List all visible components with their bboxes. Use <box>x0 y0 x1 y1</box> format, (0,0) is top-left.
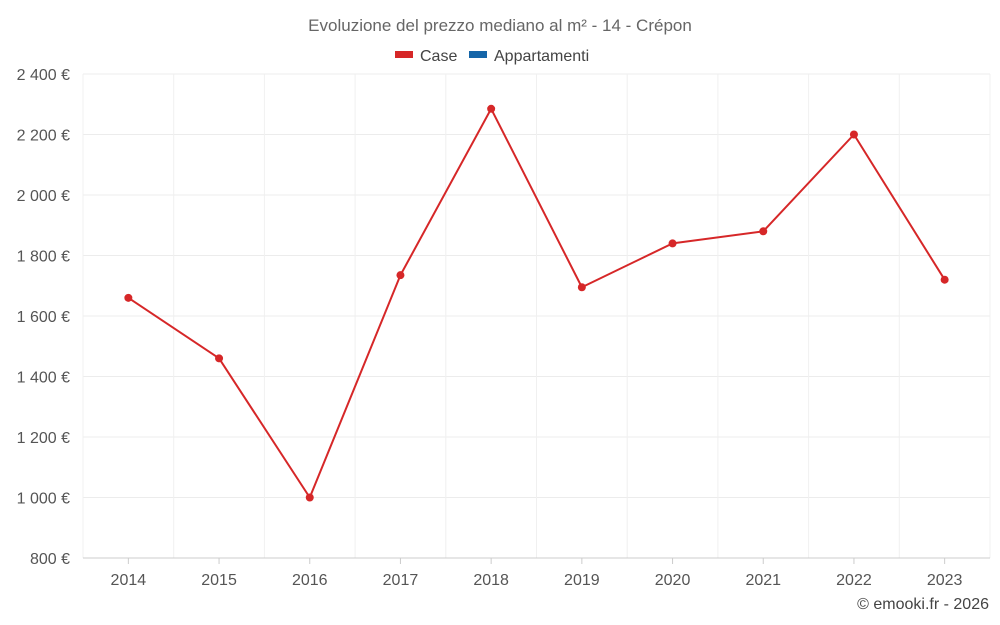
legend-item-appartamenti[interactable]: Appartamenti <box>469 48 589 65</box>
x-tick-label: 2015 <box>201 572 237 589</box>
legend-label-appartamenti: Appartamenti <box>494 48 589 65</box>
legend-swatch-appartamenti <box>469 51 487 58</box>
legend-item-case[interactable]: Case <box>395 48 457 65</box>
grid <box>82 73 991 559</box>
legend-swatch-case <box>395 51 413 58</box>
data-point-case[interactable] <box>124 293 133 302</box>
x-tick-label: 2022 <box>836 572 872 589</box>
x-tick-label: 2023 <box>927 572 963 589</box>
credit-text: © emooki.fr - 2026 <box>857 596 989 613</box>
data-point-case[interactable] <box>668 239 677 248</box>
legend-label-case: Case <box>420 48 457 65</box>
y-tick-label: 1 800 € <box>17 249 70 266</box>
y-tick-label: 1 600 € <box>17 309 70 326</box>
series-case <box>124 104 949 502</box>
x-tick-label: 2018 <box>473 572 509 589</box>
data-point-case[interactable] <box>849 130 858 139</box>
y-tick-label: 1 000 € <box>17 491 70 508</box>
series-line-case <box>127 107 946 499</box>
legend: Case Appartamenti <box>395 48 589 65</box>
y-tick-label: 2 000 € <box>17 188 70 205</box>
data-point-case[interactable] <box>940 275 949 284</box>
x-tick-label: 2016 <box>292 572 328 589</box>
data-point-case[interactable] <box>487 104 496 113</box>
x-tick-label: 2019 <box>564 572 600 589</box>
axes: 800 € 1 000 € 1 200 € 1 400 € 1 600 € 1 800 €… <box>17 67 990 589</box>
x-tick-label: 2017 <box>383 572 419 589</box>
data-point-case[interactable] <box>759 227 768 236</box>
y-tick-label: 1 200 € <box>17 430 70 447</box>
x-tick-label: 2021 <box>745 572 781 589</box>
y-tick-label: 1 400 € <box>17 370 70 387</box>
y-tick-label: 800 € <box>30 551 70 568</box>
x-tick-label: 2020 <box>655 572 691 589</box>
y-tick-label: 2 400 € <box>17 67 70 84</box>
x-tick-label: 2014 <box>111 572 147 589</box>
data-point-case[interactable] <box>305 493 314 502</box>
y-tick-label: 2 200 € <box>17 128 70 145</box>
data-point-case[interactable] <box>577 283 586 292</box>
chart-title: Evoluzione del prezzo mediano al m² - 14… <box>308 16 692 35</box>
data-point-case[interactable] <box>215 354 224 363</box>
data-point-case[interactable] <box>396 271 405 280</box>
